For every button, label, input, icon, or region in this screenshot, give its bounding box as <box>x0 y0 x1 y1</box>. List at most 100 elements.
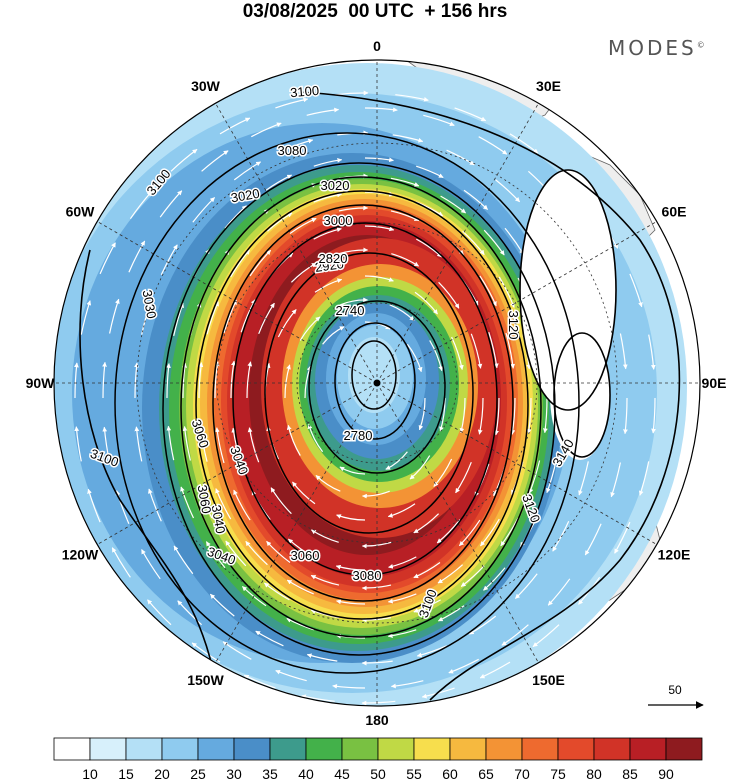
height-contour <box>351 340 397 410</box>
colorbar-swatch <box>485 737 523 761</box>
wind-vector <box>182 362 188 399</box>
wind-vector <box>173 545 194 575</box>
wind-vector <box>222 641 252 660</box>
wind-vector <box>249 249 272 277</box>
wind-vector <box>336 599 366 605</box>
colorbar-swatch <box>665 737 703 761</box>
wind-vector <box>468 615 497 635</box>
wind-vector <box>416 645 447 658</box>
wind-vector <box>388 556 417 569</box>
colorbar-swatch <box>53 737 91 761</box>
wind-vector <box>448 658 479 674</box>
wind-vector <box>510 397 516 435</box>
wind-vector <box>99 242 116 275</box>
wind-vector <box>266 540 291 563</box>
colorbar-label: 55 <box>406 766 422 782</box>
reference-vector: 50 <box>648 683 704 709</box>
wind-vector <box>546 459 557 494</box>
wind-vector <box>214 427 225 464</box>
wind-vector <box>433 458 453 487</box>
wind-vector <box>134 426 143 462</box>
wind-vector <box>264 582 290 601</box>
wind-vector <box>336 514 366 521</box>
wind-vector <box>205 541 226 569</box>
map-boundary <box>53 59 701 707</box>
wind-vector <box>219 117 251 135</box>
colorbar-swatch <box>341 737 379 761</box>
wind-vector <box>361 660 393 666</box>
wind-vector <box>459 397 466 434</box>
wind-vector <box>230 249 250 278</box>
longitude-label: 0 <box>373 38 381 54</box>
wind-vector <box>416 165 444 179</box>
wind-vector <box>387 629 417 639</box>
wind-vector <box>233 489 251 521</box>
wind-vector <box>182 426 191 461</box>
wind-vector <box>209 593 235 617</box>
height-contour <box>79 249 216 681</box>
colorbar-swatch <box>377 737 415 761</box>
contour-label: 3020 <box>230 186 261 206</box>
longitude-label: 150W <box>187 672 224 688</box>
colorbar-swatch <box>449 737 487 761</box>
wind-vector <box>159 190 183 218</box>
colorbar-swatch <box>233 737 271 761</box>
wind-vector <box>451 336 464 370</box>
wind-vector <box>166 425 175 461</box>
wind-vector <box>648 334 656 370</box>
colorbar-label: 85 <box>622 766 638 782</box>
wind-vector <box>463 189 489 210</box>
contour-label: 3060 <box>195 484 215 515</box>
height-contour <box>114 132 580 674</box>
calm-region <box>550 330 610 460</box>
wind-vector <box>80 300 92 335</box>
colorbar-swatch <box>161 737 199 761</box>
wind-vector <box>458 519 481 547</box>
wind-vector <box>224 205 247 229</box>
height-contour <box>553 332 611 458</box>
wind-vector <box>206 301 219 335</box>
wind-vector <box>128 240 146 273</box>
wind-vector <box>289 217 317 234</box>
longitude-label: 60W <box>66 204 96 220</box>
wind-vectors <box>74 90 656 706</box>
wind-vector <box>197 486 213 519</box>
colorbar-label: 20 <box>154 766 170 782</box>
wind-vector <box>310 529 339 543</box>
wind-vector <box>429 340 444 372</box>
wind-vector <box>395 94 429 102</box>
wind-vector <box>454 107 487 122</box>
wind-vector <box>409 455 431 480</box>
colorbar-label: 80 <box>586 766 602 782</box>
colorbar-label: 60 <box>442 766 458 782</box>
wind-vector <box>322 326 345 345</box>
wind-vector <box>247 427 260 463</box>
wind-vector <box>638 461 650 496</box>
longitude-label: 180 <box>365 712 389 728</box>
wind-vector <box>299 316 321 341</box>
colorbar-label: 90 <box>658 766 674 782</box>
wind-vector <box>568 274 582 308</box>
contour-label: 3080 <box>278 143 307 158</box>
wind-vector <box>387 503 416 518</box>
colorbar: 10 15 20 25 30 35 40 45 50 55 60 65 70 75 80 85 90 <box>53 737 703 782</box>
wind-vector <box>392 134 424 143</box>
wind-vector <box>418 397 426 431</box>
wind-vector <box>498 276 515 308</box>
wind-vector <box>198 426 208 462</box>
wind-vector <box>578 461 589 496</box>
wind-vector <box>214 361 220 399</box>
wind-vector <box>414 291 438 315</box>
wind-vector <box>275 97 309 109</box>
wind-vector <box>148 488 162 522</box>
wind-vector <box>555 335 564 371</box>
wind-vector <box>619 333 628 370</box>
wind-vector <box>390 680 424 689</box>
wind-vector <box>623 397 628 435</box>
longitude-labels: 0 30E 60E 90E 120E 150E 180 150W 120W 90W 60W 30W <box>26 38 727 728</box>
wind-vector <box>591 397 596 434</box>
wind-vector <box>340 297 368 306</box>
colorbar-label: 25 <box>190 766 206 782</box>
contour-label: 3080 <box>353 568 382 583</box>
wind-vector <box>313 157 343 167</box>
